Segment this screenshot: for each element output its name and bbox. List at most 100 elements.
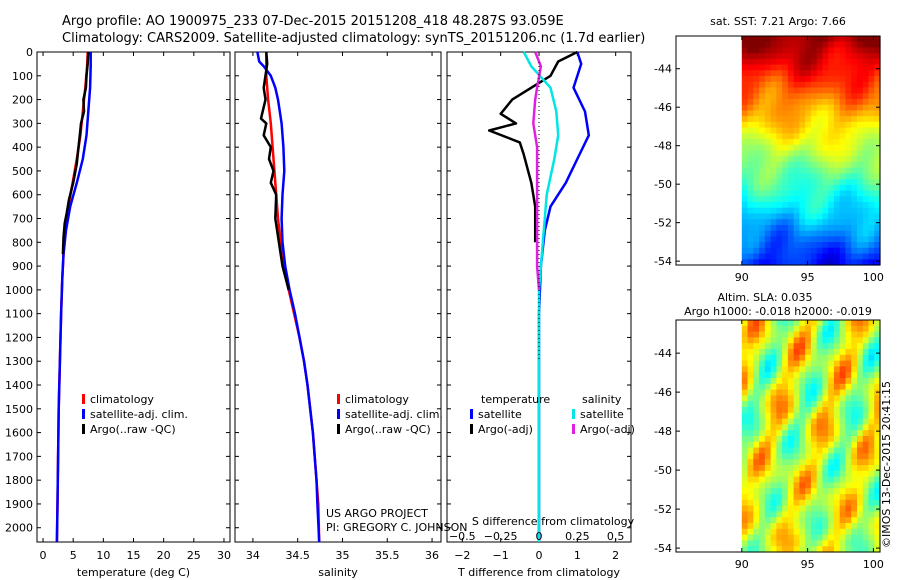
map-cell — [862, 511, 870, 518]
map-cell — [862, 47, 870, 54]
map-cell — [822, 173, 829, 180]
map-cell — [799, 259, 806, 266]
map-cell — [793, 253, 800, 260]
x-tick-label: 100 — [863, 271, 884, 284]
map-cell — [741, 133, 749, 140]
map-cell — [799, 430, 806, 437]
map-cell — [856, 349, 864, 356]
map-cell — [805, 184, 812, 192]
map-cell — [770, 167, 777, 174]
map-cell — [816, 161, 824, 169]
map-cell — [822, 424, 829, 431]
map-cell — [862, 139, 870, 146]
map-cell — [805, 546, 812, 553]
map-cell — [862, 110, 870, 117]
map-cell — [856, 389, 864, 396]
map-cell — [759, 441, 766, 449]
map-cell — [856, 465, 864, 472]
map-cell — [764, 482, 772, 489]
project-line-2: PI: GREGORY C. JOHNSON — [326, 521, 467, 534]
map-cell — [770, 349, 777, 356]
map-cell — [776, 196, 783, 203]
map-cell — [759, 528, 766, 536]
map-cell — [816, 121, 824, 129]
map-cell — [776, 121, 783, 129]
map-cell — [822, 470, 829, 478]
map-cell — [828, 202, 835, 209]
map-cell — [764, 401, 772, 408]
map-cell — [753, 196, 760, 203]
map-cell — [833, 121, 841, 129]
map-cell — [816, 230, 824, 237]
map-cell — [747, 110, 754, 117]
map-cell — [759, 53, 766, 60]
map-cell — [856, 505, 864, 512]
map-cell — [810, 58, 818, 66]
map-cell — [787, 383, 795, 391]
map-cell — [799, 167, 806, 174]
map-cell — [741, 517, 749, 524]
map-cell — [868, 360, 875, 367]
map-cell — [787, 98, 795, 106]
map-cell — [868, 184, 875, 192]
map-cell — [874, 395, 881, 402]
map-cell — [787, 87, 795, 94]
map-cell — [793, 453, 800, 460]
map-cell — [799, 494, 806, 501]
map-cell — [862, 528, 870, 536]
map-cell — [782, 418, 789, 425]
map-cell — [862, 441, 870, 449]
map-cell — [862, 202, 870, 209]
map-cell — [862, 190, 870, 197]
map-cell — [782, 401, 789, 408]
map-cell — [799, 58, 806, 66]
map-cell — [816, 476, 824, 483]
map-cell — [805, 64, 812, 71]
map-cell — [862, 360, 870, 367]
map-cell — [833, 494, 841, 501]
map-cell — [816, 546, 824, 553]
map-cell — [787, 127, 795, 134]
map-cell — [845, 424, 852, 431]
map-cell — [759, 436, 766, 443]
y-tick-label: 1200 — [5, 331, 33, 344]
map-cell — [862, 325, 870, 333]
x-tick-label: 34.5 — [285, 549, 310, 562]
map-cell — [782, 337, 789, 344]
map-cell — [770, 418, 777, 425]
map-cell — [759, 331, 766, 338]
map-cell — [770, 540, 777, 547]
map-cell — [776, 64, 783, 71]
map-cell — [874, 58, 881, 66]
map-cell — [810, 219, 818, 226]
map-cell — [759, 144, 766, 152]
map-cell — [776, 395, 783, 402]
map-cell — [862, 407, 870, 414]
map-cell — [805, 76, 812, 83]
map-cell — [851, 156, 858, 163]
map-cell — [810, 337, 818, 344]
map-cell — [799, 150, 806, 157]
map-cell — [759, 540, 766, 547]
map-cell — [799, 343, 806, 350]
map-cell — [747, 47, 754, 54]
map-cell — [741, 202, 749, 209]
series-line-t-argo-adj- — [487, 50, 578, 243]
map-cell — [839, 470, 847, 478]
map-cell — [805, 401, 812, 408]
map-cell — [759, 453, 766, 460]
map-cell — [770, 430, 777, 437]
map-cell — [810, 511, 818, 518]
map-cell — [828, 70, 835, 77]
map-cell — [845, 150, 852, 157]
map-cell — [764, 389, 772, 396]
map-cell — [747, 173, 754, 180]
map-cell — [770, 156, 777, 163]
map-cell — [782, 540, 789, 547]
map-cell — [741, 259, 749, 266]
map-cell — [851, 242, 858, 249]
map-cell — [874, 354, 881, 362]
map-cell — [753, 465, 760, 472]
map-cell — [810, 41, 818, 49]
map-cell — [828, 528, 835, 536]
